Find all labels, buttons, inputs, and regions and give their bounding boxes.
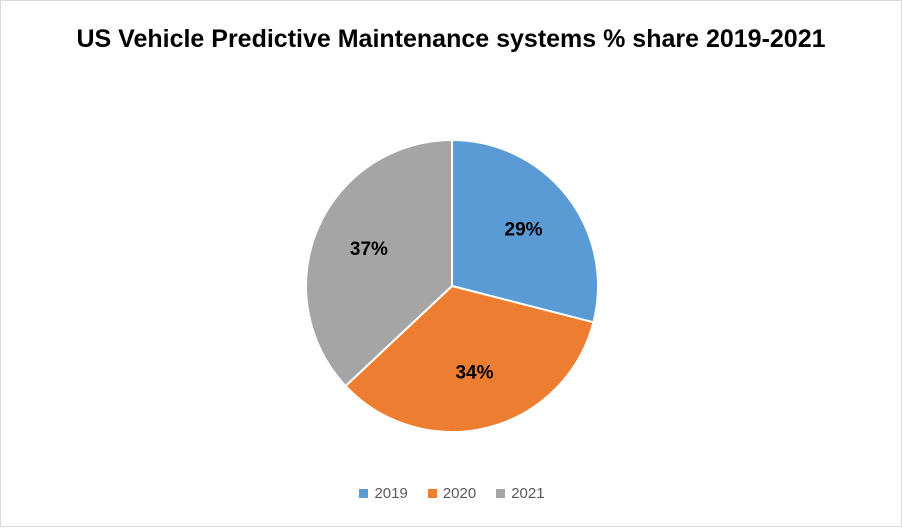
pie-slice-2020: [344, 284, 595, 433]
data-label-2021: 37%: [350, 239, 388, 260]
chart-legend: 2019 2020 2021: [1, 485, 902, 502]
data-label-2020: 34%: [455, 363, 493, 384]
legend-label-2019: 2019: [374, 485, 408, 502]
pie-slice-2019: [451, 138, 599, 324]
legend-item-2021: 2021: [496, 485, 545, 502]
legend-swatch-2019: [359, 489, 369, 498]
data-label-2019: 29%: [505, 220, 543, 241]
chart-title: US Vehicle Predictive Maintenance system…: [76, 25, 826, 53]
legend-item-2020: 2020: [427, 485, 477, 502]
legend-label-2021: 2021: [511, 485, 545, 502]
pie-slice-2021: [305, 138, 453, 388]
legend-swatch-2021: [496, 489, 506, 498]
legend-item-2019: 2019: [359, 485, 408, 502]
legend-swatch-2020: [427, 489, 437, 498]
legend-label-2020: 2020: [442, 485, 477, 502]
